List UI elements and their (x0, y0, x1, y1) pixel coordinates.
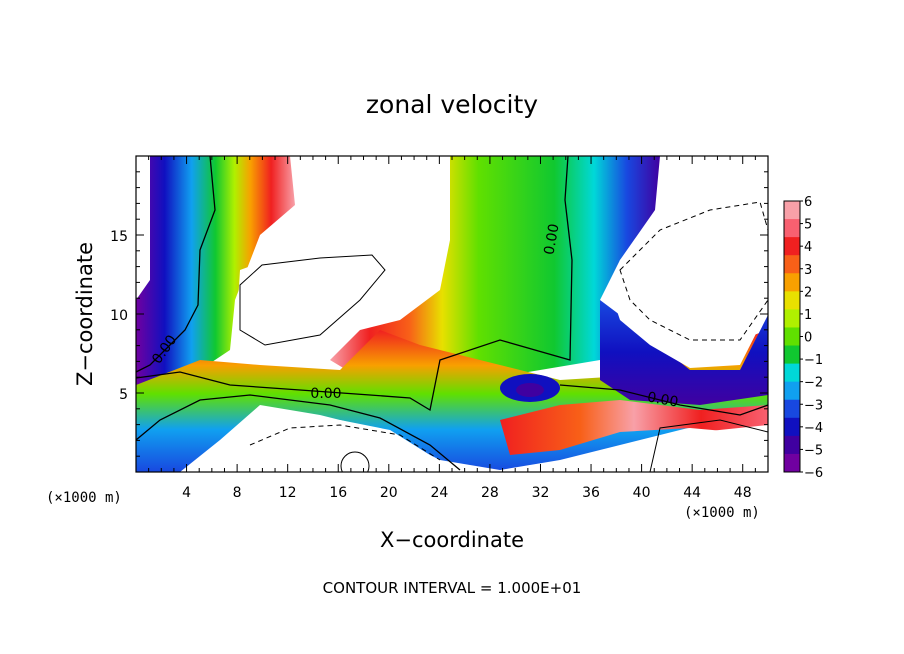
plot-field (136, 156, 768, 472)
colorbar-swatch (784, 291, 800, 310)
white-region-upper-right (610, 205, 768, 368)
contour-label-middle: 0.00 (310, 386, 341, 402)
x-tick-label: 36 (582, 485, 600, 501)
central-plume (330, 156, 660, 390)
y-tick-label: 5 (119, 387, 128, 403)
zero-contour-right (559, 384, 768, 416)
colorbar-label: 4 (804, 240, 812, 255)
x-tick-label: 40 (633, 485, 651, 501)
colorbar-label: 6 (804, 195, 812, 210)
colorbar-label: 3 (804, 263, 812, 278)
colorbar-swatch (784, 201, 800, 220)
white-region-lower-right (600, 425, 768, 472)
y-axis-ticks: 5 10 15 (110, 171, 768, 457)
colorbar-swatch (784, 237, 800, 256)
colorbar-label: 1 (804, 308, 812, 323)
x-tick-label: 32 (532, 485, 550, 501)
x-tick-label: 4 (182, 485, 191, 501)
x-tick-label: 8 (233, 485, 242, 501)
colorbar-swatch (784, 417, 800, 437)
colorbar-label: 0 (804, 331, 812, 346)
small-contour-bottom-right (649, 419, 768, 472)
colorbar-swatch (784, 219, 800, 238)
colorbar-swatch (784, 309, 800, 328)
white-region-upper-left (236, 250, 390, 350)
dashed-contour-bottom (249, 424, 441, 461)
right-blue-band (600, 300, 768, 405)
chart-title: zonal velocity (366, 90, 538, 119)
x-tick-label: 44 (683, 485, 701, 501)
zero-contour-upper (136, 156, 573, 412)
contour-label-right: 0.00 (646, 389, 679, 410)
colorbar-swatch (784, 273, 800, 292)
x-axis-ticks: 4 8 12 16 20 24 28 32 36 40 44 48 (148, 156, 756, 501)
left-colour-plume (136, 156, 295, 395)
x-tick-label: 12 (279, 485, 297, 501)
zero-contour-left (136, 156, 216, 373)
colorbar-swatch (784, 363, 800, 383)
x-tick-label: 28 (481, 485, 499, 501)
y-tick-label: 10 (110, 308, 128, 324)
x-tick-label: 20 (380, 485, 398, 501)
zero-contour-lower (136, 394, 461, 471)
colorbar-label: −1 (804, 353, 823, 368)
colorbar-swatch (784, 345, 800, 365)
colorbar-swatch (784, 435, 800, 455)
colorbar-swatch (784, 399, 800, 419)
colorbar-swatch (784, 327, 800, 347)
x-axis-label: X−coordinate (380, 528, 524, 552)
colorbar-label: 2 (804, 285, 812, 300)
contour-lines (136, 156, 768, 472)
contour-label-upper: 0.00 (541, 223, 562, 256)
colorbar-swatch (784, 453, 800, 473)
colorbar-swatch (784, 381, 800, 401)
contour-interval-note: CONTOUR INTERVAL = 1.000E+01 (323, 579, 582, 597)
colorbar-label: −4 (804, 421, 823, 436)
white-region-lower-left (236, 420, 460, 472)
x-tick-label: 24 (430, 485, 448, 501)
lower-right-warm-strip (500, 400, 768, 455)
small-ring-bottom (340, 451, 370, 472)
x-tick-label: 48 (734, 485, 752, 501)
diagonal-band (136, 330, 768, 472)
colorbar: 6 5 4 3 2 1 0 −1 −2 −3 −4 −5 −6 (783, 195, 823, 481)
closed-contour-upper-left (239, 254, 386, 346)
x-unit-left: (×1000 m) (46, 490, 122, 506)
colorbar-swatch (784, 255, 800, 274)
y-tick-label: 15 (110, 229, 128, 245)
dashed-contour-right (619, 201, 768, 341)
colorbar-label: −6 (804, 466, 823, 481)
x-tick-label: 16 (329, 485, 347, 501)
colorbar-label: 5 (804, 218, 812, 233)
x-unit-right: (×1000 m) (684, 505, 760, 521)
colorbar-label: −3 (804, 398, 823, 413)
colorbar-label: −2 (804, 376, 823, 391)
colorbar-label: −5 (804, 443, 823, 458)
y-axis-label: Z−coordinate (73, 242, 97, 386)
